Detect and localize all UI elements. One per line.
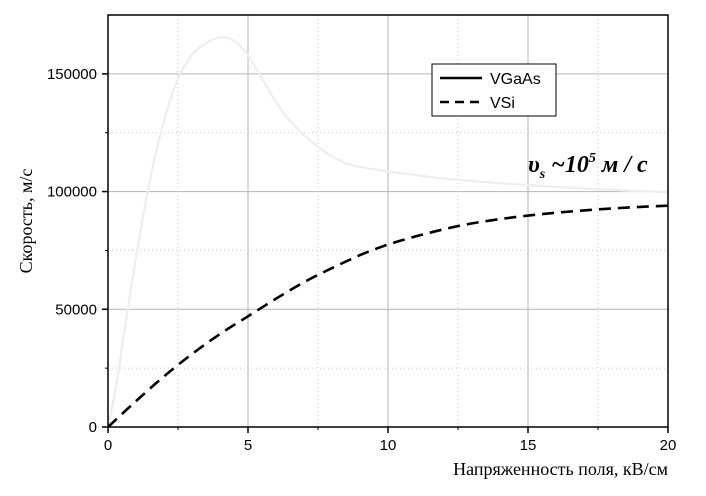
series-layer [106,36,669,428]
x-tick-labels: 0 5 10 15 20 [104,437,677,454]
legend-label-vsi: VSi [490,95,515,112]
series-line-vsi [107,204,669,428]
annotation-sup: 5 [589,151,596,166]
plot-frame [107,14,669,428]
x-tick-label: 0 [104,437,112,454]
legend-label-vgaas: VGaAs [490,71,541,88]
y-tick-label: 100000 [47,184,97,201]
annotation-mid: ~10 [545,152,589,178]
y-tick-labels: 0 50000 100000 150000 [47,66,97,436]
x-axis-title: Напряженность поля, кВ/см [453,459,668,479]
annotation-tail: м / с [596,152,648,178]
x-tick-label: 20 [660,437,677,454]
y-tick-label: 0 [89,419,97,436]
y-tick-label: 150000 [47,66,97,83]
x-tick-label: 5 [244,437,252,454]
saturation-velocity-annotation: υs ~105 м / с [528,151,648,182]
y-tick-label: 50000 [55,301,97,318]
x-tick-label: 15 [520,437,537,454]
annotation-sub: s [539,167,546,182]
series-line-vgaas [106,36,669,428]
x-tick-label: 10 [380,437,397,454]
legend-box [431,63,557,117]
y-axis-title: Скорость, м/с [16,169,36,274]
annotation-base: υ [528,152,540,178]
legend: VGaAs VSi [431,63,557,117]
